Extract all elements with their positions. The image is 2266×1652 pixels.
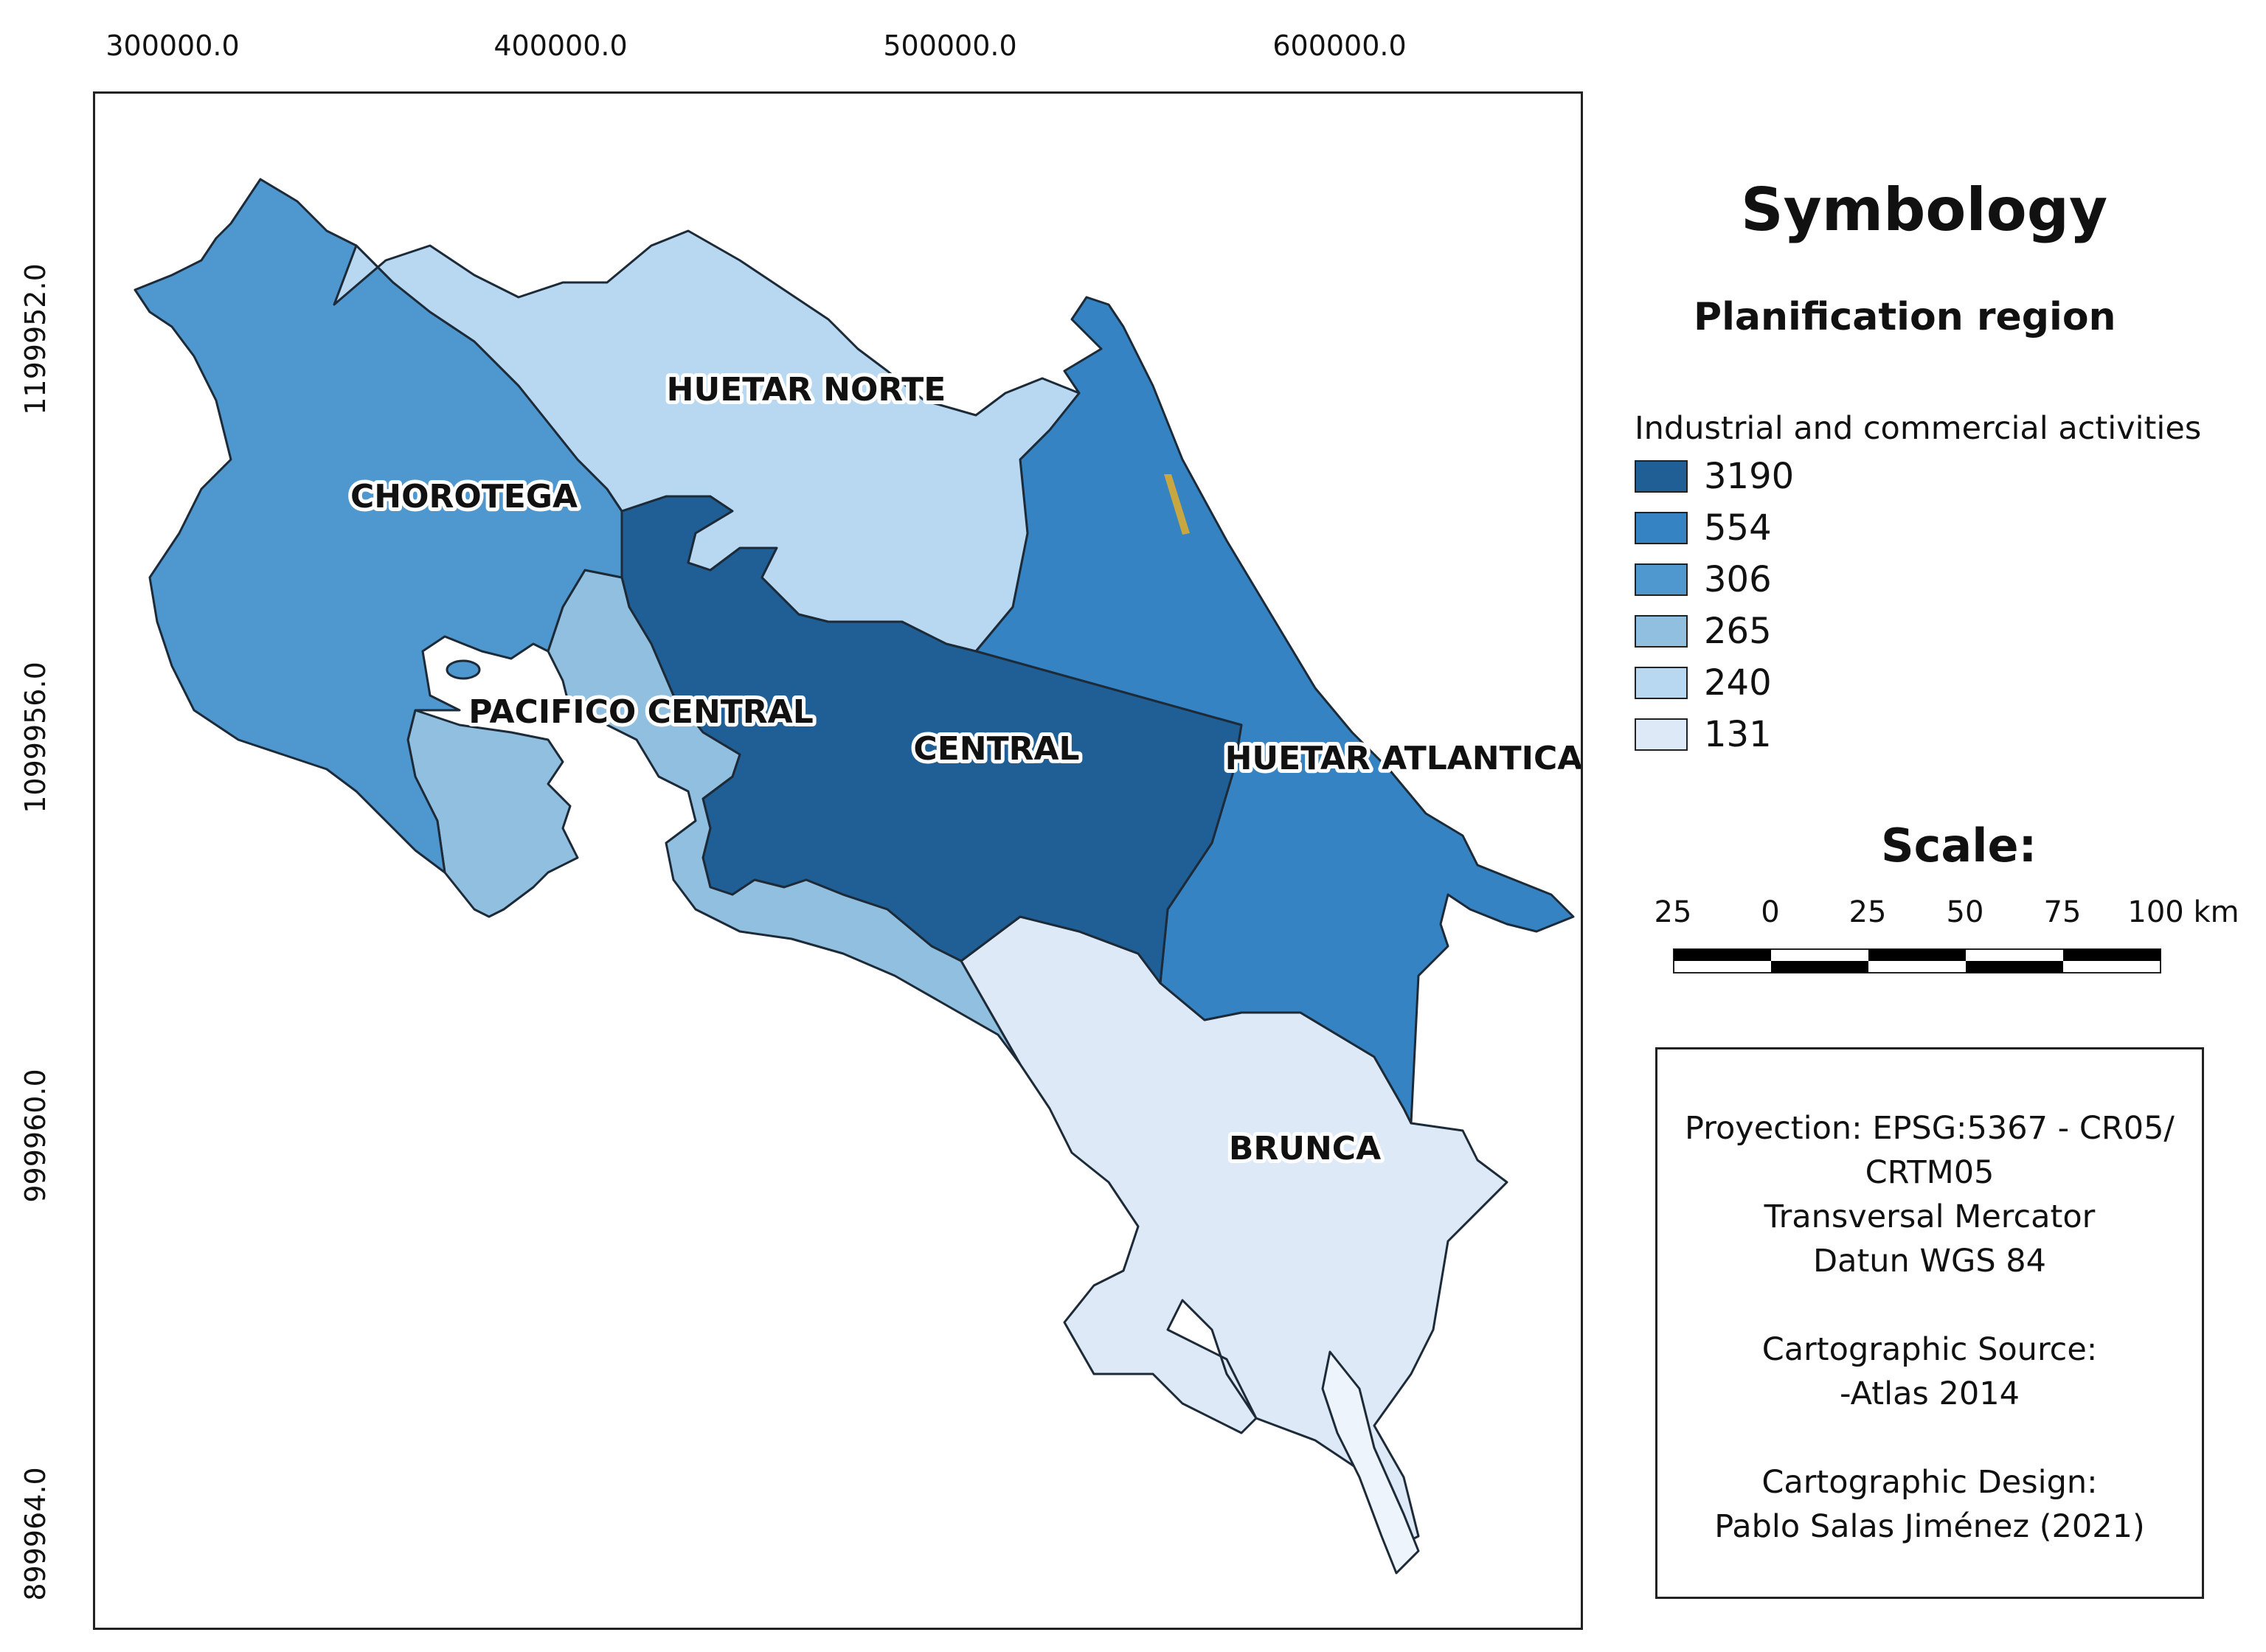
legend-title: Symbology bbox=[1741, 176, 2108, 244]
info-design-heading: Cartographic Design: bbox=[1761, 1464, 2098, 1501]
scale-label: 25 bbox=[1849, 895, 1887, 929]
region-huetar-norte[interactable] bbox=[333, 229, 1081, 653]
region-label: HUETAR NORTE bbox=[667, 371, 946, 409]
legend-value: 554 bbox=[1704, 507, 1772, 549]
legend-swatch bbox=[1635, 718, 1688, 751]
golfo-dulce-shore bbox=[1321, 1350, 1420, 1575]
info-design-author: Pablo Salas Jiménez (2021) bbox=[1714, 1508, 2145, 1545]
scale-label: 0 bbox=[1761, 895, 1780, 929]
y-tick-label: 1199952.0 bbox=[19, 263, 52, 415]
legend-item: 131 bbox=[1635, 712, 1772, 757]
legend-value: 306 bbox=[1704, 559, 1772, 600]
legend-value: 265 bbox=[1704, 611, 1772, 652]
region-pacifico-central[interactable] bbox=[547, 569, 1022, 1066]
region-label: BRUNCA bbox=[1229, 1130, 1381, 1167]
scale-label: 100 km bbox=[2127, 895, 2239, 929]
x-tick-label: 600000.0 bbox=[1272, 30, 1407, 62]
scale-title: Scale: bbox=[1881, 819, 2037, 872]
region-label: PACIFICO CENTRAL bbox=[468, 693, 814, 731]
x-tick-label: 500000.0 bbox=[883, 30, 1017, 62]
info-source-heading: Cartographic Source: bbox=[1761, 1331, 2098, 1368]
legend-value: 240 bbox=[1704, 662, 1772, 704]
legend-swatch bbox=[1635, 615, 1688, 648]
legend-variable: Industrial and commercial activities bbox=[1635, 410, 2202, 447]
y-tick-label: 999960.0 bbox=[19, 1069, 52, 1203]
info-box: Proyection: EPSG:5367 - CR05/ CRTM05 Tra… bbox=[1655, 1047, 2204, 1599]
info-projection-code: CRTM05 bbox=[1865, 1154, 1995, 1191]
scale-label: 75 bbox=[2043, 895, 2082, 929]
scale-label: 50 bbox=[1946, 895, 1984, 929]
legend-swatch bbox=[1635, 460, 1688, 493]
legend-swatch bbox=[1635, 667, 1688, 699]
legend-item: 265 bbox=[1635, 609, 1772, 653]
legend-value: 3190 bbox=[1704, 456, 1795, 497]
region-label: CENTRAL bbox=[913, 730, 1079, 768]
x-tick-label: 400000.0 bbox=[493, 30, 628, 62]
info-projection-type: Transversal Mercator bbox=[1764, 1198, 2096, 1235]
info-source: -Atlas 2014 bbox=[1840, 1375, 2020, 1412]
legend-item: 3190 bbox=[1635, 454, 1794, 499]
legend-item: 554 bbox=[1635, 506, 1772, 550]
map-frame: HUETAR NORTE CHOROTEGA PACIFICO CENTRAL … bbox=[93, 91, 1583, 1630]
region-label: HUETAR ATLANTICA bbox=[1225, 740, 1581, 777]
scale-label: 25 bbox=[1654, 895, 1692, 929]
region-label: CHOROTEGA bbox=[350, 478, 578, 516]
legend-value: 131 bbox=[1704, 714, 1772, 755]
legend-subtitle: Planification region bbox=[1694, 295, 2116, 339]
legend-swatch bbox=[1635, 512, 1688, 544]
caribbean-lagoon bbox=[1164, 474, 1190, 535]
legend-item: 240 bbox=[1635, 661, 1772, 705]
scale-bar bbox=[1673, 948, 2161, 974]
island-chira bbox=[446, 659, 481, 680]
legend-swatch bbox=[1635, 563, 1688, 596]
region-huetar-atlantica[interactable] bbox=[974, 296, 1575, 1125]
info-projection: Proyection: EPSG:5367 - CR05/ bbox=[1685, 1110, 2175, 1147]
y-tick-label: 1099956.0 bbox=[19, 662, 52, 813]
info-datum: Datun WGS 84 bbox=[1812, 1243, 2046, 1280]
y-tick-label: 899964.0 bbox=[19, 1467, 52, 1601]
legend-item: 306 bbox=[1635, 558, 1772, 602]
map-canvas: HUETAR NORTE CHOROTEGA PACIFICO CENTRAL … bbox=[134, 178, 1581, 1575]
x-tick-label: 300000.0 bbox=[105, 30, 240, 62]
